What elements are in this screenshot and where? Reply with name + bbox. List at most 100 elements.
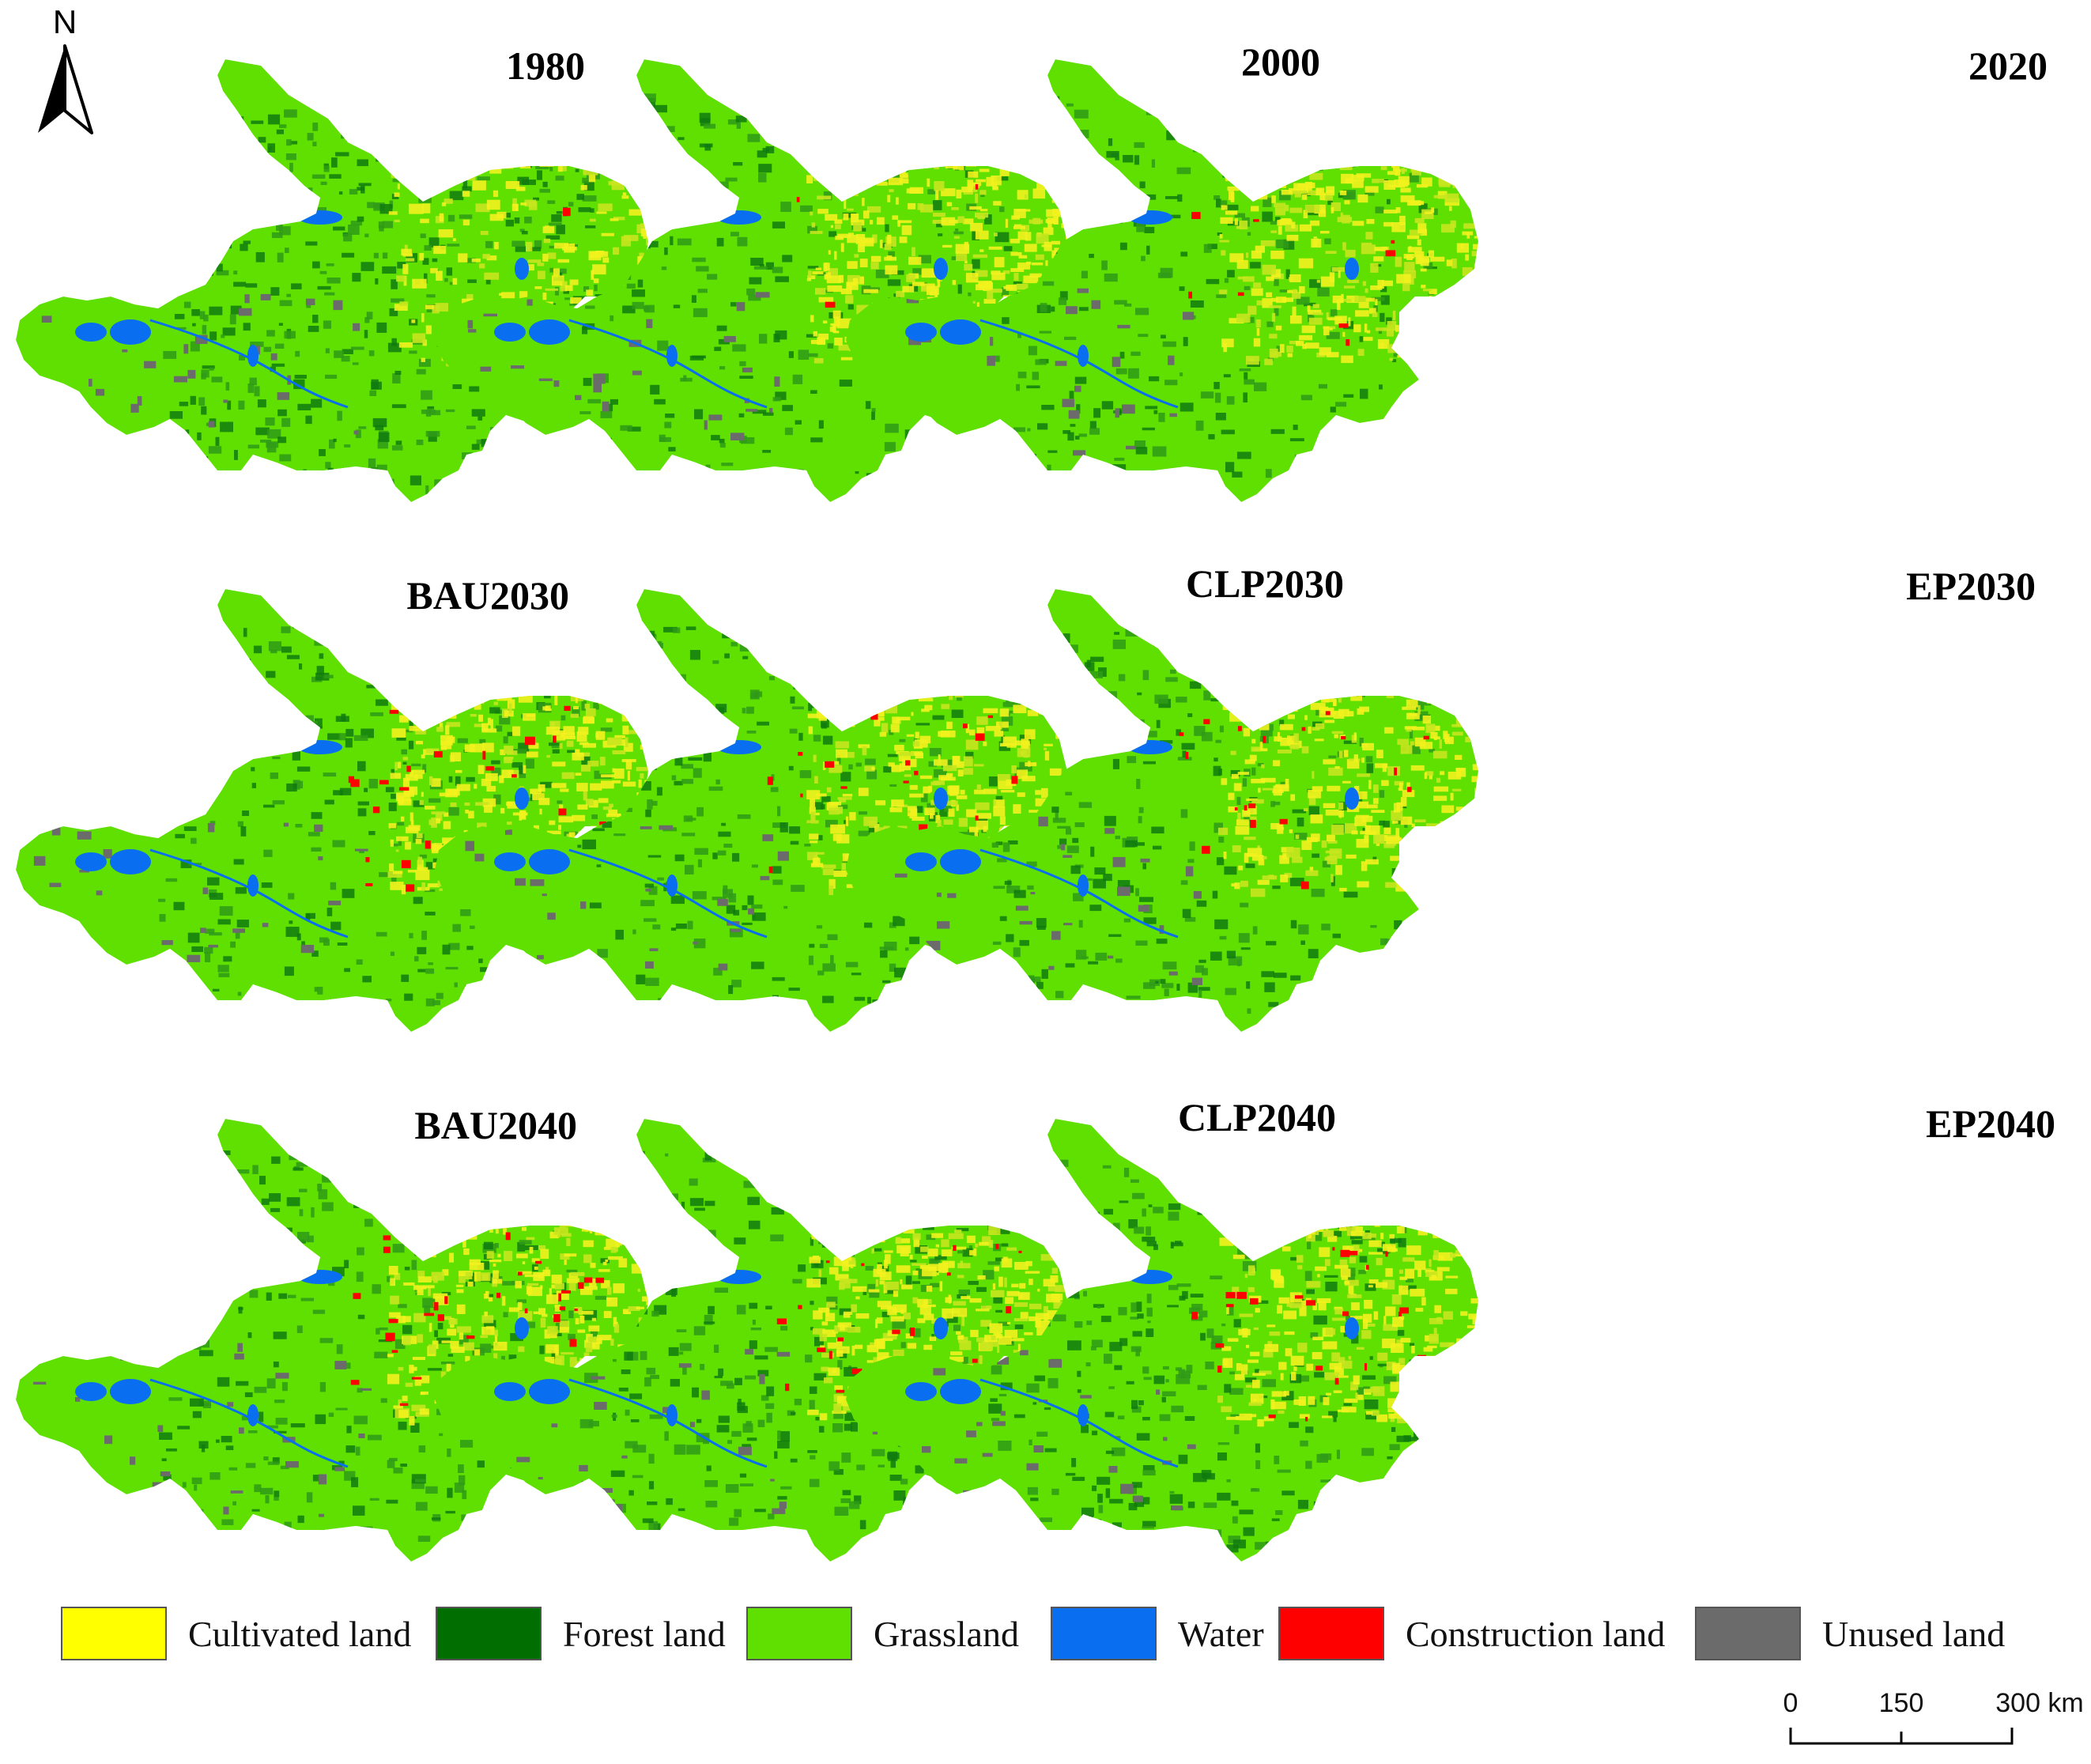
forest-patch bbox=[1375, 953, 1387, 958]
cultivated-patch bbox=[908, 810, 911, 814]
cultivated-patch bbox=[533, 1272, 545, 1282]
construction-patch bbox=[401, 859, 411, 869]
unused-land-patch bbox=[760, 875, 770, 881]
cultivated-patch bbox=[481, 778, 492, 787]
forest-patch bbox=[434, 1330, 438, 1337]
forest-patch bbox=[1279, 720, 1285, 727]
cultivated-patch bbox=[903, 688, 918, 695]
cultivated-patch bbox=[1475, 180, 1478, 187]
cultivated-patch bbox=[398, 693, 411, 701]
cultivated-patch bbox=[598, 798, 609, 803]
forest-patch bbox=[437, 1323, 443, 1330]
forest-patch bbox=[1081, 183, 1088, 192]
cultivated-patch bbox=[559, 804, 564, 813]
forest-patch bbox=[715, 779, 720, 785]
forest-patch bbox=[376, 1544, 385, 1552]
cultivated-patch bbox=[394, 693, 398, 702]
forest-patch bbox=[572, 706, 580, 717]
forest-patch bbox=[1425, 333, 1434, 343]
forest-patch bbox=[1119, 351, 1125, 359]
forest-patch bbox=[1409, 172, 1419, 183]
cultivated-patch bbox=[583, 716, 594, 723]
forest-patch bbox=[368, 779, 378, 789]
cultivated-patch bbox=[902, 689, 908, 696]
cultivated-patch bbox=[955, 689, 964, 698]
forest-patch bbox=[1000, 455, 1007, 464]
forest-patch bbox=[390, 478, 394, 487]
cultivated-patch bbox=[481, 1315, 494, 1324]
forest-patch bbox=[261, 688, 269, 696]
forest-patch bbox=[213, 236, 218, 247]
cultivated-patch bbox=[1429, 880, 1435, 888]
forest-patch bbox=[1357, 444, 1370, 448]
forest-patch bbox=[233, 270, 238, 275]
cultivated-patch bbox=[1354, 791, 1368, 799]
forest-patch bbox=[593, 702, 599, 710]
unused-land-patch bbox=[41, 315, 52, 323]
forest-patch bbox=[452, 924, 461, 932]
cultivated-patch bbox=[1035, 790, 1041, 795]
forest-patch bbox=[326, 907, 333, 916]
forest-patch bbox=[790, 696, 795, 704]
cultivated-patch bbox=[951, 207, 959, 210]
forest-patch bbox=[782, 405, 793, 411]
cultivated-patch bbox=[1244, 805, 1257, 815]
cultivated-patch bbox=[1402, 856, 1409, 863]
cultivated-patch bbox=[1406, 235, 1420, 240]
forest-patch bbox=[884, 942, 897, 951]
cultivated-patch bbox=[499, 293, 503, 296]
cultivated-patch bbox=[1341, 355, 1353, 364]
cultivated-patch bbox=[810, 811, 816, 821]
forest-patch bbox=[1073, 893, 1084, 901]
unused-land-patch bbox=[130, 403, 139, 413]
cultivated-patch bbox=[1306, 837, 1318, 842]
forest-patch bbox=[1416, 1007, 1423, 1010]
forest-patch bbox=[227, 400, 232, 410]
forest-patch bbox=[983, 113, 994, 119]
forest-patch bbox=[510, 1192, 523, 1203]
forest-patch bbox=[562, 666, 570, 674]
forest-patch bbox=[1062, 430, 1071, 434]
forest-patch bbox=[732, 852, 740, 862]
forest-patch bbox=[354, 1151, 364, 1160]
forest-patch bbox=[191, 195, 203, 202]
forest-patch bbox=[1283, 131, 1296, 138]
cultivated-patch bbox=[872, 169, 875, 176]
forest-patch bbox=[798, 732, 803, 741]
cultivated-patch bbox=[1432, 750, 1447, 759]
forest-patch bbox=[822, 995, 834, 1003]
forest-patch bbox=[443, 116, 447, 120]
forest-patch bbox=[289, 141, 298, 145]
forest-patch bbox=[664, 421, 672, 429]
forest-patch bbox=[816, 925, 823, 929]
cultivated-patch bbox=[1361, 244, 1376, 255]
forest-patch bbox=[434, 479, 443, 487]
forest-patch bbox=[320, 181, 327, 185]
forest-patch bbox=[1336, 426, 1351, 429]
cultivated-patch bbox=[979, 190, 987, 195]
cultivated-patch bbox=[835, 236, 844, 240]
cultivated-patch bbox=[1016, 692, 1028, 701]
cultivated-patch bbox=[1331, 155, 1340, 159]
cultivated-patch bbox=[427, 187, 431, 195]
forest-patch bbox=[1409, 442, 1419, 452]
cultivated-patch bbox=[999, 742, 1009, 747]
cultivated-patch bbox=[543, 238, 551, 244]
forest-patch bbox=[999, 916, 1007, 921]
cultivated-patch bbox=[1361, 242, 1372, 245]
cultivated-patch bbox=[1033, 686, 1040, 689]
forest-patch bbox=[345, 1158, 353, 1163]
forest-patch bbox=[1095, 952, 1108, 961]
cultivated-patch bbox=[1470, 728, 1478, 736]
cultivated-patch bbox=[631, 719, 636, 724]
forest-patch bbox=[349, 189, 358, 195]
forest-patch bbox=[286, 293, 291, 297]
forest-patch bbox=[174, 232, 180, 237]
forest-patch bbox=[1244, 815, 1250, 822]
forest-patch bbox=[530, 247, 542, 251]
cultivated-patch bbox=[632, 693, 640, 702]
forest-patch bbox=[918, 255, 931, 264]
forest-patch bbox=[324, 799, 334, 805]
forest-patch bbox=[339, 117, 345, 124]
